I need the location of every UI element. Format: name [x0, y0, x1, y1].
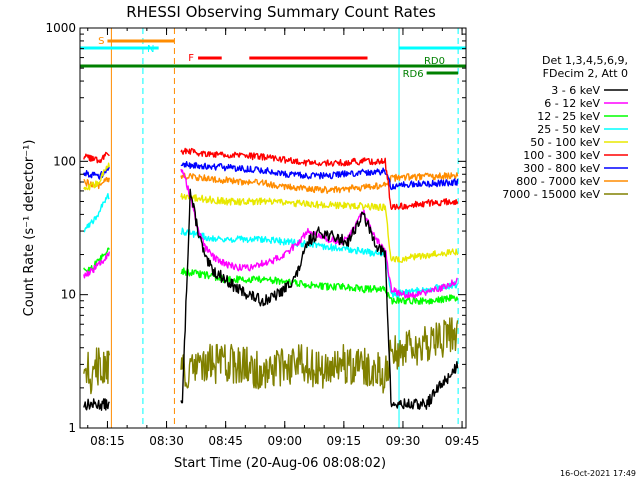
x-tick-label: 09:30: [386, 434, 421, 448]
legend: Det 1,3,4,5,6,9,FDecim 2, Att 0 3 - 6 keV…: [502, 54, 628, 201]
series-line-100-300-kev: [83, 147, 459, 211]
series-line-50-100-kev: [83, 162, 459, 263]
x-tick-label: 09:45: [445, 434, 480, 448]
flag-label-rd0: RD0: [424, 56, 445, 67]
series-line-300-800-kev: [83, 161, 459, 191]
flag-label-f: F: [188, 53, 194, 64]
x-tick-label: 08:30: [149, 434, 184, 448]
axes: 08:15 08:30 08:45 09:00 09:15 09:30 09:45 1 10 10…: [45, 21, 479, 448]
y-tick-label: 10: [61, 288, 76, 302]
legend-header-line: Det 1,3,4,5,6,9,: [542, 54, 628, 67]
flag-label-n: N: [147, 44, 154, 55]
legend-label-25-50-kev: 25 - 50 keV: [537, 123, 600, 136]
y-tick-label: 1: [68, 421, 76, 435]
x-tick-label: 08:15: [90, 434, 125, 448]
data-series: [83, 147, 459, 411]
x-axis-label: Start Time (20-Aug-06 08:08:02): [174, 456, 386, 471]
legend-label-6-12-kev: 6 - 12 keV: [544, 97, 600, 110]
timestamp: 16-Oct-2021 17:49: [560, 469, 636, 478]
y-axis-label: Count Rate (s⁻¹ detector⁻¹): [22, 140, 37, 317]
y-tick-label: 100: [53, 154, 76, 168]
plot-frame: [79, 27, 467, 429]
y-tick-label: 1000: [45, 21, 76, 35]
legend-label-300-800-kev: 300 - 800 keV: [523, 162, 600, 175]
x-tick-label: 08:45: [208, 434, 243, 448]
series-line-25-50-kev: [83, 193, 459, 298]
series-line-6-12-kev: [83, 168, 458, 299]
legend-label-50-100-kev: 50 - 100 keV: [530, 136, 600, 149]
x-tick-label: 09:15: [327, 434, 362, 448]
legend-label-12-25-kev: 12 - 25 keV: [537, 110, 600, 123]
legend-label-7000-15000-kev: 7000 - 15000 keV: [502, 188, 600, 201]
series-line-3-6-kev: [83, 188, 459, 411]
x-tick-label: 09:00: [267, 434, 302, 448]
legend-label-3-6-kev: 3 - 6 keV: [551, 84, 600, 97]
flag-label-rd6: RD6: [403, 69, 424, 80]
series-line-7000-15000-kev: [83, 317, 459, 395]
legend-label-800-7000-kev: 800 - 7000 keV: [516, 175, 600, 188]
flag-label-s: S: [98, 36, 104, 47]
chart-title: RHESSI Observing Summary Count Rates: [126, 3, 436, 21]
legend-header-line: FDecim 2, Att 0: [543, 67, 628, 80]
legend-label-100-300-kev: 100 - 300 keV: [523, 149, 600, 162]
